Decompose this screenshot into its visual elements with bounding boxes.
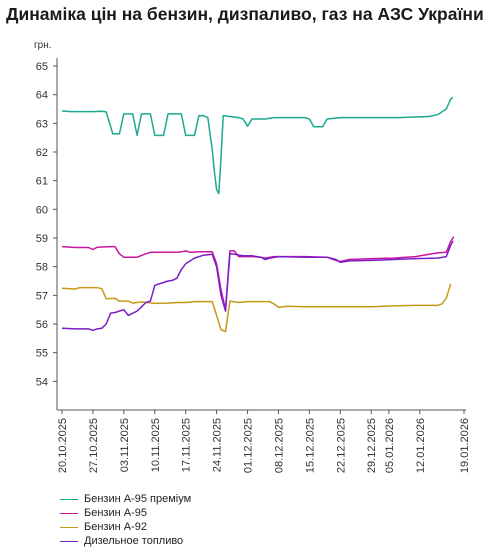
series-line-3: [61, 240, 454, 332]
x-tick-label: 01.12.2025: [243, 418, 255, 473]
y-tick-label: 62: [36, 147, 48, 159]
y-tick-label: 61: [36, 176, 48, 188]
line-chart: грн. 54 55 56 57 58 59 60 61 62 63 64 65 20.10.2025 27…: [34, 40, 471, 473]
legend-item: Бензин А-92: [60, 520, 191, 534]
chart-axes: грн. 54 55 56 57 58 59 60 61 62 63 64 65 20.10.2025 27…: [34, 40, 471, 473]
y-tick-label: 57: [36, 290, 48, 302]
y-tick-label: 58: [36, 262, 48, 274]
series-line-0: [61, 96, 454, 195]
legend-swatch: [60, 526, 78, 528]
y-tick-label: 55: [36, 348, 48, 360]
legend-swatch: [60, 512, 78, 514]
chart-title: Динаміка цін на бензин, дизпаливо, газ н…: [6, 4, 484, 24]
legend-label: Бензин А-95: [84, 507, 147, 519]
legend-item: Бензин А-95: [60, 506, 191, 520]
x-tick-label: 05.01.2026: [384, 418, 396, 473]
x-tick-label: 08.12.2025: [273, 418, 285, 473]
legend-item: Бензин А-95 преміум: [60, 492, 191, 506]
y-tick-label: 64: [36, 90, 48, 102]
x-tick-label: 19.01.2026: [459, 418, 471, 473]
legend-swatch: [60, 498, 78, 500]
legend-label: Дизельное топливо: [84, 535, 184, 547]
y-tick-label: 65: [36, 61, 48, 73]
x-tick-label: 24.11.2025: [212, 418, 224, 472]
y-tick-label: 63: [36, 118, 48, 130]
y-tick-label: 56: [36, 319, 48, 331]
series-line-1: [61, 236, 455, 311]
x-tick-label: 10.11.2025: [150, 418, 162, 472]
x-tick-label: 20.10.2025: [57, 418, 69, 473]
y-tick-label: 60: [36, 204, 48, 216]
y-axis-unit-label: грн.: [34, 40, 52, 51]
legend-label: Бензин А-95 преміум: [84, 493, 192, 505]
series-line-2: [61, 283, 452, 333]
legend-swatch: [60, 540, 78, 542]
x-tick-label: 17.11.2025: [181, 418, 193, 472]
y-tick-label: 59: [36, 233, 48, 245]
x-tick-label: 29.12.2025: [366, 418, 378, 473]
y-tick-label: 54: [36, 376, 48, 388]
x-tick-label: 22.12.2025: [335, 418, 347, 473]
x-tick-label: 12.01.2026: [415, 418, 427, 473]
legend-label: Бензин А-92: [84, 521, 147, 533]
chart-legend: Бензин А-95 преміум Бензин А-95 Бензин А-9…: [60, 492, 191, 548]
chart-series-lines: [61, 96, 455, 333]
x-tick-label: 15.12.2025: [304, 418, 316, 473]
x-tick-label: 03.11.2025: [119, 418, 131, 472]
legend-item: Дизельное топливо: [60, 534, 191, 548]
x-tick-label: 27.10.2025: [88, 418, 100, 473]
